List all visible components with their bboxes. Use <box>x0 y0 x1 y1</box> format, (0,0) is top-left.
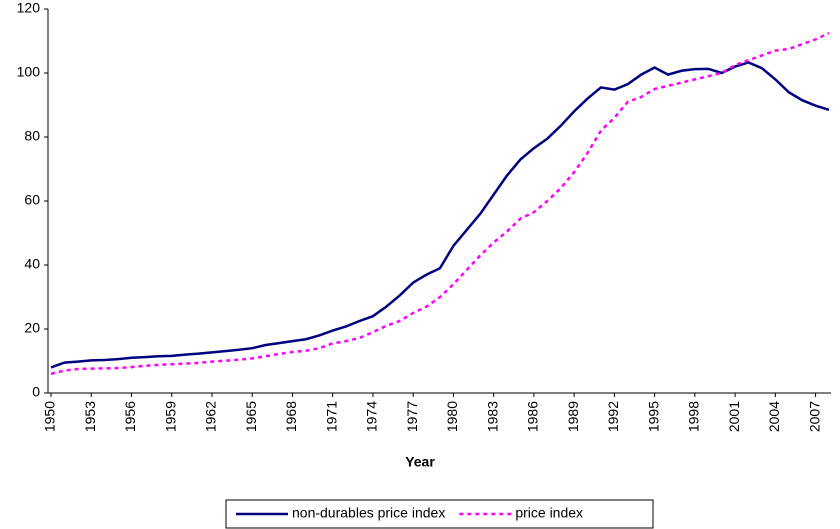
legend-label: price index <box>515 505 583 521</box>
x-tick-label: 1992 <box>605 401 621 432</box>
y-tick-label: 80 <box>24 128 40 144</box>
x-tick-label: 1971 <box>323 401 339 432</box>
legend-label: non-durables price index <box>292 505 445 521</box>
series-line <box>50 61 830 369</box>
x-tick-label: 1968 <box>283 401 299 432</box>
series-line <box>50 31 830 376</box>
x-tick-label: 1977 <box>404 401 420 432</box>
x-tick-label: 1998 <box>686 401 702 432</box>
x-axis-title: Year <box>405 454 435 470</box>
x-tick-label: 1953 <box>82 401 98 432</box>
y-tick-label: 40 <box>24 256 40 272</box>
x-tick-label: 1956 <box>122 401 138 432</box>
x-tick-label: 1986 <box>525 401 541 432</box>
x-tick-label: 1989 <box>565 401 581 432</box>
y-tick-label: 0 <box>32 384 40 400</box>
x-tick-label: 2007 <box>806 401 822 432</box>
x-tick-label: 1950 <box>42 401 58 432</box>
x-tick-label: 1959 <box>162 401 178 432</box>
x-tick-label: 2004 <box>766 401 782 432</box>
y-tick-label: 100 <box>17 64 41 80</box>
x-tick-label: 1995 <box>645 401 661 432</box>
x-tick-label: 2001 <box>726 401 742 432</box>
y-tick-label: 120 <box>17 0 41 16</box>
y-tick-label: 60 <box>24 192 40 208</box>
x-tick-label: 1962 <box>203 401 219 432</box>
x-tick-label: 1974 <box>364 401 380 432</box>
x-tick-label: 1965 <box>243 401 259 432</box>
legend-box <box>225 499 654 529</box>
x-tick-label: 1983 <box>484 401 500 432</box>
y-tick-label: 20 <box>24 320 40 336</box>
x-tick-label: 1980 <box>444 401 460 432</box>
